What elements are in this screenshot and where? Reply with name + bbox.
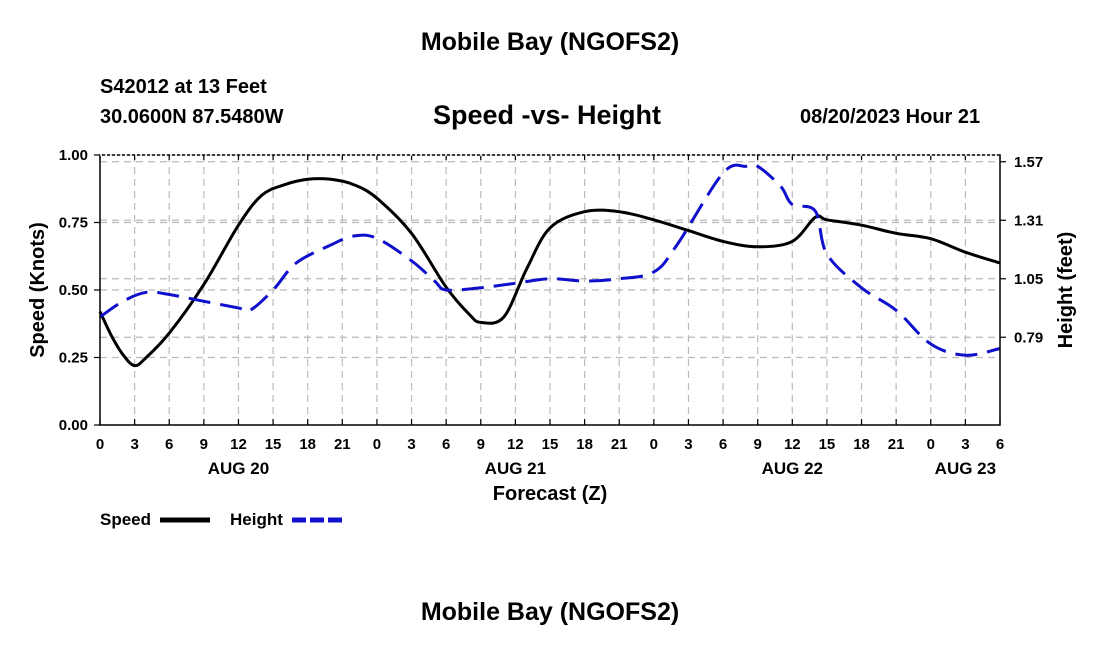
y2-tick-label: 1.57 [1014, 154, 1043, 171]
x-tick-label: 21 [611, 436, 628, 453]
x-tick-label: 3 [961, 436, 969, 453]
axes: 0 3 6 9 12 15 18 21 0 3 6 9 12 15 18 21 0 3 6 9 12 15 18 21 0 3 6 0… [59, 147, 1043, 478]
x-tick-label: 18 [853, 436, 870, 453]
legend-label-speed: Speed [100, 510, 151, 529]
y-axis-label: Speed (Knots) [27, 222, 49, 358]
y-tick-label: 1.00 [59, 147, 88, 164]
x-tick-label: 6 [996, 436, 1004, 453]
date-label: AUG 23 [935, 459, 996, 478]
date-label: AUG 20 [208, 459, 269, 478]
x-tick-label: 6 [442, 436, 450, 453]
y2-tick-label: 0.79 [1014, 329, 1043, 346]
x-tick-label: 9 [200, 436, 208, 453]
x-tick-label: 12 [784, 436, 801, 453]
forecast-datetime: 08/20/2023 Hour 21 [800, 106, 981, 128]
page-title: Mobile Bay (NGOFS2) [420, 28, 680, 56]
x-tick-label: 3 [130, 436, 138, 453]
x-axis-label: Forecast (Z) [493, 483, 607, 505]
x-tick-label: 18 [576, 436, 593, 453]
y-tick-label: 0.50 [59, 282, 88, 299]
x-tick-label: 9 [477, 436, 485, 453]
y2-tick-label: 1.31 [1014, 212, 1043, 229]
x-tick-label: 12 [230, 436, 247, 453]
x-tick-label: 6 [719, 436, 727, 453]
chart-title: Speed -vs- Height [433, 100, 662, 130]
series [98, 162, 1001, 368]
x-tick-label: 18 [299, 436, 316, 453]
y2-tick-label: 1.05 [1014, 271, 1043, 288]
series-line-height [99, 162, 1001, 357]
x-tick-label: 0 [927, 436, 935, 453]
x-tick-label: 15 [819, 436, 836, 453]
y-tick-label: 0.25 [59, 350, 88, 367]
x-tick-label: 21 [888, 436, 905, 453]
x-tick-label: 15 [265, 436, 282, 453]
y2-axis-label: Height (feet) [1055, 232, 1077, 349]
y-tick-label: 0.75 [59, 215, 88, 232]
page-title-bottom: Mobile Bay (NGOFS2) [420, 598, 680, 626]
legend: Speed Height [100, 510, 342, 529]
legend-label-height: Height [230, 510, 283, 529]
x-tick-label: 15 [542, 436, 559, 453]
x-tick-label: 0 [650, 436, 658, 453]
x-tick-label: 21 [334, 436, 351, 453]
date-label: AUG 22 [762, 459, 823, 478]
x-tick-label: 6 [165, 436, 173, 453]
station-label: S42012 at 13 Feet [100, 76, 267, 98]
x-tick-label: 9 [754, 436, 762, 453]
x-tick-label: 12 [507, 436, 524, 453]
grid [100, 155, 1000, 425]
station-coordinates: 30.0600N 87.5480W [100, 106, 284, 128]
x-tick-label: 3 [407, 436, 415, 453]
date-label: AUG 21 [485, 459, 546, 478]
y-tick-label: 0.00 [59, 417, 88, 434]
x-tick-label: 0 [373, 436, 381, 453]
x-tick-label: 3 [684, 436, 692, 453]
x-tick-label: 0 [96, 436, 104, 453]
